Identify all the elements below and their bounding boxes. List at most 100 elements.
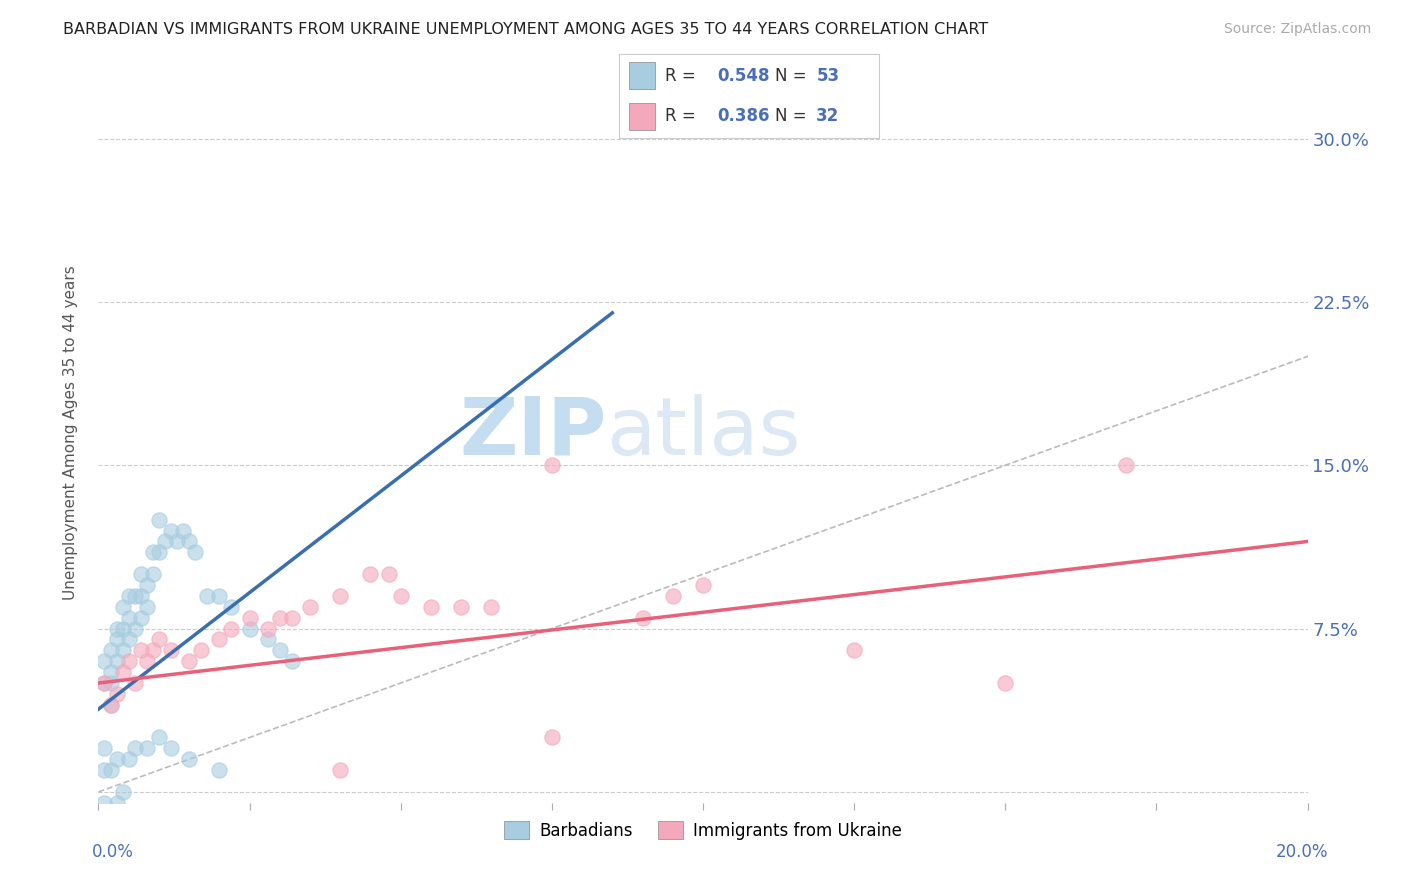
Point (481, 599, 503, 614)
Text: 20.0%: 20.0% (1277, 843, 1329, 861)
FancyBboxPatch shape (628, 62, 655, 89)
Point (129, 567, 152, 582)
Point (195, 589, 218, 603)
Point (420, 599, 443, 614)
Point (93, 676, 115, 690)
Text: N =: N = (775, 107, 811, 125)
Point (129, 611, 152, 625)
Text: Source: ZipAtlas.com: Source: ZipAtlas.com (1223, 22, 1371, 37)
Point (208, 589, 231, 603)
Point (256, 622, 278, 636)
Point (329, 763, 352, 777)
Point (256, 632, 278, 647)
Point (93, 796, 115, 810)
FancyBboxPatch shape (628, 103, 655, 130)
Point (142, 545, 165, 559)
Point (142, 643, 165, 657)
Point (239, 611, 262, 625)
Point (160, 524, 183, 538)
Point (100, 643, 122, 657)
Point (208, 763, 231, 777)
Point (111, 665, 134, 680)
Point (631, 611, 654, 625)
Text: ZIP: ZIP (458, 393, 606, 472)
Point (100, 698, 122, 712)
Point (269, 611, 291, 625)
Point (105, 632, 128, 647)
Point (100, 763, 122, 777)
Point (111, 643, 134, 657)
Point (389, 589, 412, 603)
Point (135, 654, 157, 668)
Text: atlas: atlas (606, 393, 800, 472)
Point (105, 796, 128, 810)
Point (172, 524, 194, 538)
Point (179, 654, 201, 668)
Point (148, 632, 170, 647)
Text: 0.548: 0.548 (717, 67, 770, 85)
Point (166, 534, 188, 549)
Point (129, 589, 152, 603)
Point (118, 632, 141, 647)
Point (329, 589, 352, 603)
Point (148, 545, 170, 559)
Point (221, 622, 243, 636)
Point (190, 643, 212, 657)
Point (239, 622, 262, 636)
Legend: Barbadians, Immigrants from Ukraine: Barbadians, Immigrants from Ukraine (498, 814, 908, 847)
Point (661, 589, 683, 603)
Point (129, 643, 152, 657)
Point (153, 534, 176, 549)
Point (540, 731, 562, 745)
Point (148, 513, 170, 527)
Point (124, 622, 146, 636)
Point (135, 741, 157, 756)
Text: BARBADIAN VS IMMIGRANTS FROM UKRAINE UNEMPLOYMENT AMONG AGES 35 TO 44 YEARS CORR: BARBADIAN VS IMMIGRANTS FROM UKRAINE UNE… (63, 22, 988, 37)
Point (377, 567, 399, 582)
Point (269, 643, 291, 657)
Point (105, 622, 128, 636)
Point (135, 578, 157, 592)
Point (111, 599, 134, 614)
Point (844, 643, 866, 657)
Point (281, 654, 304, 668)
Point (111, 785, 134, 799)
Point (93, 654, 115, 668)
Point (221, 599, 243, 614)
Point (184, 545, 207, 559)
Point (105, 687, 128, 701)
Point (179, 534, 201, 549)
Y-axis label: Unemployment Among Ages 35 to 44 years: Unemployment Among Ages 35 to 44 years (63, 265, 77, 600)
Point (142, 567, 165, 582)
Point (100, 698, 122, 712)
Text: N =: N = (775, 67, 811, 85)
Point (105, 654, 128, 668)
Point (124, 676, 146, 690)
Text: 0.386: 0.386 (717, 107, 770, 125)
Point (281, 611, 304, 625)
Point (160, 643, 183, 657)
Point (179, 752, 201, 766)
Point (118, 589, 141, 603)
Point (93, 676, 115, 690)
Point (1115, 458, 1137, 473)
Point (118, 752, 141, 766)
Point (160, 741, 183, 756)
Point (100, 665, 122, 680)
Point (299, 599, 322, 614)
Point (540, 458, 562, 473)
Point (100, 676, 122, 690)
Point (208, 632, 231, 647)
Point (135, 599, 157, 614)
Point (93, 763, 115, 777)
Point (118, 611, 141, 625)
Text: 32: 32 (817, 107, 839, 125)
Point (994, 676, 1017, 690)
Point (105, 752, 128, 766)
Point (111, 622, 134, 636)
Point (148, 731, 170, 745)
Point (450, 599, 472, 614)
Text: R =: R = (665, 107, 702, 125)
Text: 53: 53 (817, 67, 839, 85)
Point (692, 578, 714, 592)
